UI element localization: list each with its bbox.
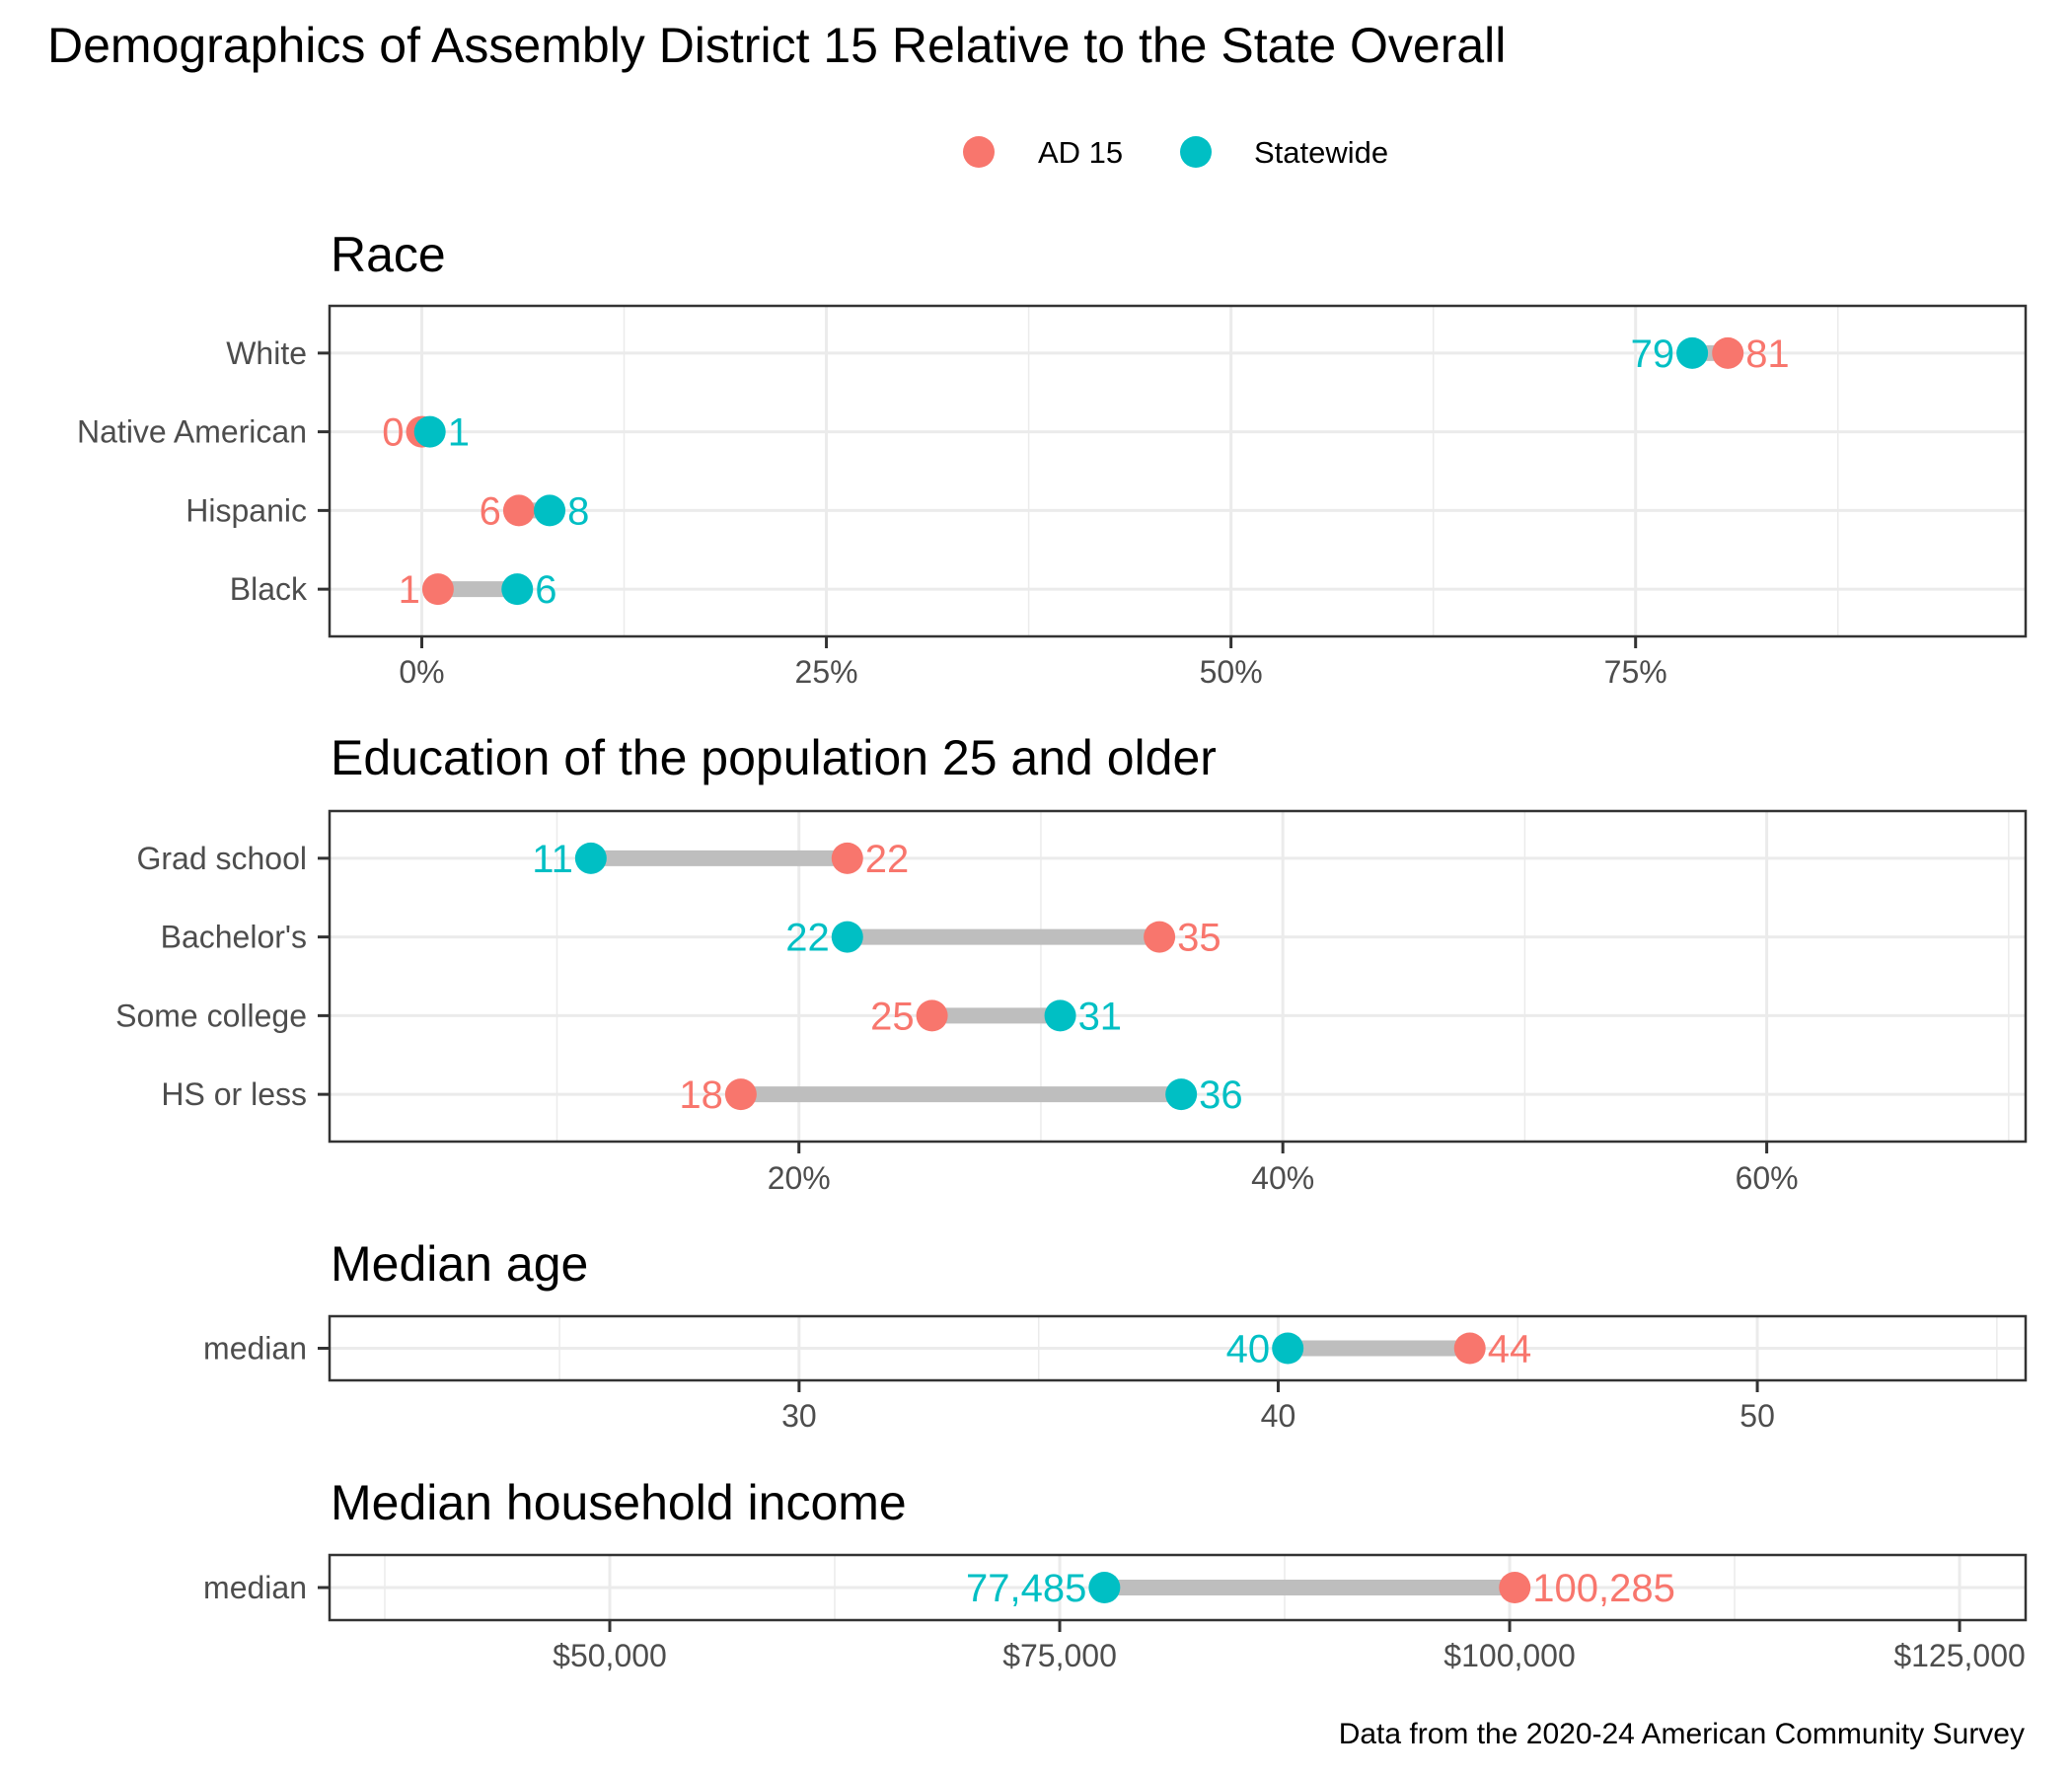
point-ad15 bbox=[916, 999, 948, 1032]
point-statewide bbox=[831, 921, 863, 953]
value-label-statewide: 6 bbox=[535, 568, 556, 612]
value-label-ad15: 22 bbox=[865, 838, 910, 881]
panel-border bbox=[328, 1314, 2028, 1382]
point-statewide bbox=[1676, 336, 1709, 369]
x-tick-label: 75% bbox=[1604, 654, 1667, 690]
x-tick-label: 25% bbox=[795, 654, 858, 690]
legend-swatch-ad15 bbox=[963, 136, 995, 168]
x-tick-label: $50,000 bbox=[553, 1638, 667, 1673]
value-label-statewide: 36 bbox=[1199, 1073, 1243, 1117]
panel-education-of-the-population-25-and-older: Education of the population 25 and older… bbox=[115, 730, 2028, 1196]
legend: AD 15 Statewide bbox=[963, 135, 1388, 170]
value-label-ad15: 25 bbox=[870, 995, 915, 1038]
y-tick-label: Bachelor's bbox=[161, 920, 307, 955]
legend-label-statewide: Statewide bbox=[1254, 135, 1388, 170]
panel-border bbox=[328, 304, 2028, 638]
x-tick-label: 0% bbox=[399, 654, 444, 690]
value-label-statewide: 22 bbox=[785, 917, 830, 960]
caption: Data from the 2020-24 American Community… bbox=[1339, 1718, 2025, 1750]
x-tick-label: 50 bbox=[1739, 1398, 1775, 1434]
point-ad15 bbox=[421, 573, 454, 606]
value-label-ad15: 6 bbox=[480, 489, 501, 533]
point-statewide bbox=[1272, 1332, 1304, 1365]
value-label-ad15: 18 bbox=[679, 1073, 723, 1117]
value-label-ad15: 1 bbox=[399, 568, 420, 612]
point-ad15 bbox=[502, 494, 535, 527]
panels: Race White Native American Hispanic Black 0% 2… bbox=[77, 227, 2028, 1673]
point-statewide bbox=[413, 415, 446, 448]
panel-title: Race bbox=[331, 227, 446, 282]
x-tick-label: 40 bbox=[1261, 1398, 1296, 1434]
point-ad15 bbox=[1499, 1572, 1531, 1603]
y-tick-label: Some college bbox=[115, 998, 307, 1033]
value-label-statewide: 11 bbox=[532, 838, 573, 881]
point-statewide bbox=[1088, 1572, 1121, 1603]
y-tick-label: HS or less bbox=[161, 1076, 307, 1112]
y-tick-label: White bbox=[226, 335, 307, 371]
panel-title: Median household income bbox=[331, 1475, 907, 1530]
point-ad15 bbox=[1712, 336, 1744, 369]
x-tick-label: $125,000 bbox=[1893, 1638, 2025, 1673]
x-tick-label: 50% bbox=[1200, 654, 1263, 690]
x-tick-label: $75,000 bbox=[1002, 1638, 1117, 1673]
value-label-ad15: 35 bbox=[1177, 917, 1221, 960]
x-tick-label: $100,000 bbox=[1443, 1638, 1575, 1673]
value-label-statewide: 40 bbox=[1226, 1328, 1271, 1371]
value-label-statewide: 79 bbox=[1631, 333, 1675, 376]
value-label-ad15: 44 bbox=[1488, 1328, 1532, 1371]
y-tick-label: median bbox=[203, 1331, 307, 1367]
y-tick-label: Hispanic bbox=[185, 492, 307, 528]
chart-title: Demographics of Assembly District 15 Rel… bbox=[47, 18, 1506, 73]
point-ad15 bbox=[1144, 921, 1176, 953]
legend-swatch-statewide bbox=[1180, 136, 1212, 168]
panel-title: Education of the population 25 and older bbox=[331, 730, 1217, 785]
panel-border bbox=[328, 809, 2028, 1144]
value-label-ad15: 81 bbox=[1745, 333, 1790, 376]
point-statewide bbox=[1165, 1078, 1198, 1111]
point-statewide bbox=[501, 573, 534, 606]
panel-title: Median age bbox=[331, 1236, 588, 1292]
panel-median-household-income: Median household income median $50,000 $75,… bbox=[203, 1475, 2028, 1673]
value-label-statewide: 77,485 bbox=[966, 1567, 1086, 1610]
x-tick-label: 40% bbox=[1251, 1160, 1314, 1196]
y-tick-label: Black bbox=[230, 571, 308, 607]
legend-label-ad15: AD 15 bbox=[1038, 135, 1123, 170]
value-label-statewide: 31 bbox=[1078, 995, 1123, 1038]
value-label-ad15: 100,285 bbox=[1532, 1567, 1675, 1610]
panel-border bbox=[328, 1553, 2028, 1622]
y-tick-label: Native American bbox=[77, 414, 307, 450]
panel-race: Race White Native American Hispanic Black 0% 2… bbox=[77, 227, 2028, 690]
x-tick-label: 20% bbox=[768, 1160, 831, 1196]
x-tick-label: 30 bbox=[781, 1398, 817, 1434]
value-label-ad15: 0 bbox=[382, 411, 404, 455]
y-tick-label: median bbox=[203, 1570, 307, 1605]
value-label-statewide: 8 bbox=[567, 489, 589, 533]
x-tick-label: 60% bbox=[1736, 1160, 1799, 1196]
point-ad15 bbox=[724, 1078, 757, 1111]
value-label-statewide: 1 bbox=[448, 411, 470, 455]
point-statewide bbox=[1044, 999, 1076, 1032]
panel-median-age: Median age median 30 40 50 44 40 bbox=[203, 1236, 2028, 1434]
point-ad15 bbox=[1453, 1332, 1486, 1365]
point-ad15 bbox=[831, 842, 863, 874]
point-statewide bbox=[534, 494, 566, 527]
point-statewide bbox=[574, 842, 607, 874]
y-tick-label: Grad school bbox=[136, 841, 307, 876]
